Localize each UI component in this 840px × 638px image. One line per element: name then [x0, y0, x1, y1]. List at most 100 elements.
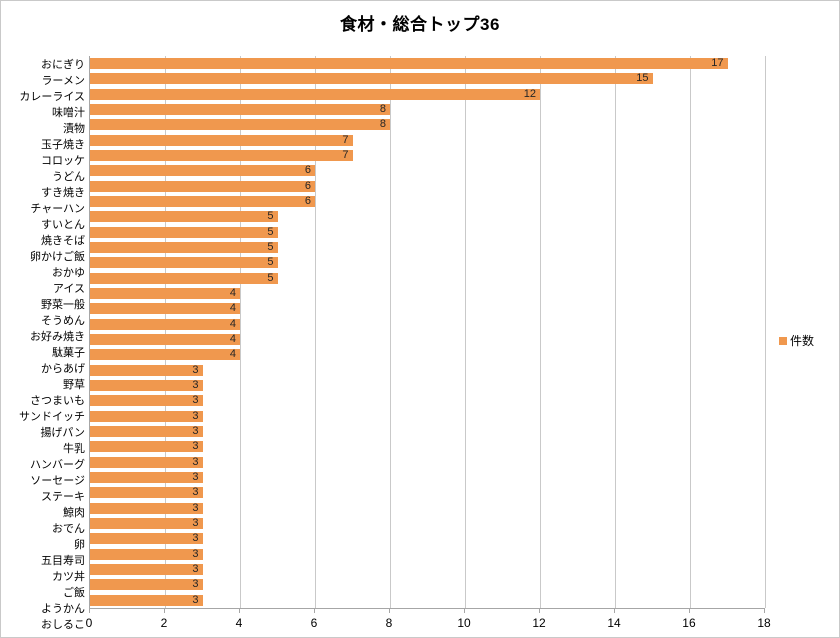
chart-title: 食材・総合トップ36 — [340, 15, 500, 34]
bar-row: 4 — [90, 347, 765, 362]
bar: 3 — [90, 487, 203, 499]
category-label: ラーメン — [41, 75, 85, 87]
bar: 4 — [90, 333, 240, 346]
x-tick-label: 14 — [607, 616, 621, 630]
category-label: 鯨肉 — [63, 507, 85, 519]
category-label: ソーセージ — [30, 475, 85, 487]
bar: 6 — [90, 179, 315, 192]
category-label: 卵かけご飯 — [30, 251, 85, 263]
bar: 15 — [90, 73, 653, 85]
bar-row: 3 — [90, 531, 765, 546]
category-label: 駄菓子 — [52, 347, 85, 359]
bar-value-label: 4 — [229, 333, 236, 346]
x-tick-label: 12 — [532, 616, 546, 630]
bar-value-label: 3 — [192, 363, 199, 376]
bar: 3 — [90, 547, 203, 560]
bar-value-label: 3 — [192, 547, 199, 560]
bar: 5 — [90, 271, 278, 284]
bar: 5 — [90, 241, 278, 254]
category-label: うどん — [52, 171, 85, 183]
x-tick-mark — [464, 609, 465, 613]
x-tick-mark — [688, 609, 690, 613]
bar-row: 3 — [90, 378, 765, 393]
category-label: アイス — [52, 283, 85, 295]
bar: 5 — [90, 225, 278, 238]
category-label: おしるこ — [41, 619, 85, 631]
bar-value-label: 3 — [192, 593, 199, 606]
plot-area: 17 15 12 8 8 7 7 6 6 6 5 5 5 5 5 4 4 4 4 4 3 3 3 3 3 3 3 3 3 3 3 3 3 3 3 3 — [89, 56, 766, 609]
value-axis: 0 2 4 6 8 10 12 14 16 18 — [86, 609, 771, 633]
x-tick-label: 4 — [235, 616, 243, 630]
gridline — [615, 56, 616, 608]
bar: 3 — [90, 425, 203, 438]
bar-row: 3 — [90, 577, 765, 592]
bar: 3 — [90, 394, 203, 407]
category-label: すいとん — [41, 219, 85, 231]
bar-row: 5 — [90, 255, 765, 270]
bar: 4 — [90, 303, 240, 315]
bar-value-label: 6 — [304, 179, 311, 192]
category-label: チャーハン — [30, 203, 85, 215]
bar-value-label: 5 — [267, 271, 274, 284]
bar-value-label: 4 — [229, 348, 236, 361]
bar: 8 — [90, 103, 390, 116]
category-label: 揚げパン — [40, 427, 85, 439]
bar-value-label: 5 — [267, 225, 274, 238]
bar-row: 6 — [90, 163, 765, 178]
bar-value-label: 7 — [342, 149, 349, 162]
bar-row: 4 — [90, 317, 765, 332]
x-tick-label: 10 — [457, 616, 471, 630]
bar-value-label: 3 — [192, 501, 199, 514]
category-label: さつまいも — [30, 395, 85, 407]
x-tick-label: 18 — [757, 616, 771, 630]
bar-row: 3 — [90, 485, 765, 500]
bar-rows: 17 15 12 8 8 7 7 6 6 6 5 5 5 5 5 4 4 4 4 4 3 3 3 3 3 3 3 3 3 3 3 3 3 3 3 3 — [90, 56, 765, 608]
bar: 8 — [90, 118, 390, 131]
bar-value-label: 7 — [342, 133, 349, 146]
bar-value-label: 8 — [379, 103, 386, 116]
category-label: ようかん — [41, 603, 85, 615]
bar: 12 — [90, 88, 540, 100]
bar-value-label: 5 — [267, 256, 274, 269]
bar-row: 3 — [90, 363, 765, 378]
bar: 3 — [90, 410, 203, 422]
x-tick-mark — [89, 609, 90, 613]
x-tick-label: 16 — [682, 616, 696, 630]
bar-value-label: 3 — [192, 517, 199, 529]
bar-row: 4 — [90, 301, 765, 316]
x-tick-label: 8 — [385, 616, 393, 630]
bar: 3 — [90, 501, 203, 514]
category-label: すき焼き — [41, 187, 85, 199]
bar: 3 — [90, 380, 203, 392]
category-label: 焼きそば — [41, 235, 85, 247]
bar-row: 3 — [90, 562, 765, 577]
bar-row: 3 — [90, 470, 765, 485]
bar-value-label: 3 — [192, 394, 199, 407]
gridline — [389, 56, 391, 608]
x-tick-mark — [314, 609, 315, 613]
bar-value-label: 3 — [192, 562, 199, 575]
bar-row: 4 — [90, 286, 765, 301]
bar-row: 5 — [90, 209, 765, 224]
bar-row: 3 — [90, 409, 765, 424]
bar-value-label: 8 — [379, 118, 386, 131]
bar-value-label: 3 — [192, 425, 199, 438]
bar-value-label: 5 — [267, 241, 274, 254]
category-label: ご飯 — [63, 587, 85, 599]
bar-row: 3 — [90, 501, 765, 516]
category-label: おかゆ — [52, 267, 85, 279]
bar: 3 — [90, 579, 203, 591]
bar-row: 4 — [90, 332, 765, 347]
x-tick-mark — [764, 609, 765, 613]
bar-value-label: 3 — [192, 532, 199, 545]
bar: 3 — [90, 441, 203, 453]
bar: 5 — [90, 211, 278, 223]
bar-row: 7 — [90, 133, 765, 148]
x-tick-mark — [614, 609, 615, 613]
category-label: ステーキ — [41, 491, 85, 503]
bar-value-label: 6 — [304, 195, 311, 208]
bar-row: 5 — [90, 271, 765, 286]
gridline — [164, 56, 166, 608]
category-label: 卵 — [74, 539, 85, 551]
